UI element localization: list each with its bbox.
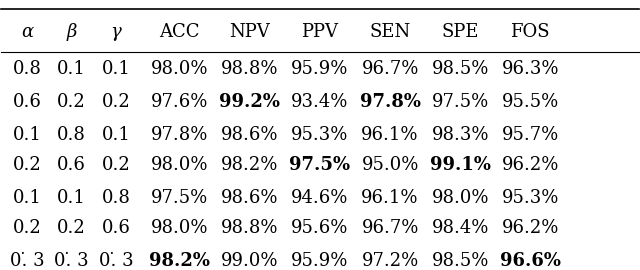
Text: 0.2: 0.2	[102, 93, 131, 111]
Text: 96.2%: 96.2%	[502, 219, 559, 237]
Text: 98.5%: 98.5%	[431, 60, 489, 78]
Text: 97.5%: 97.5%	[431, 93, 489, 111]
Text: 0.6: 0.6	[57, 156, 86, 174]
Text: 96.1%: 96.1%	[362, 189, 419, 207]
Text: 0.1: 0.1	[102, 126, 131, 144]
Text: 95.9%: 95.9%	[291, 60, 349, 78]
Text: 98.0%: 98.0%	[151, 219, 209, 237]
Text: 96.7%: 96.7%	[362, 60, 419, 78]
Text: 94.6%: 94.6%	[291, 189, 349, 207]
Text: 0.̇ 3: 0.̇ 3	[54, 252, 89, 270]
Text: 98.0%: 98.0%	[151, 156, 209, 174]
Text: 98.8%: 98.8%	[221, 219, 278, 237]
Text: 99.2%: 99.2%	[220, 93, 280, 111]
Text: 0.2: 0.2	[13, 156, 41, 174]
Text: 95.3%: 95.3%	[502, 189, 559, 207]
Text: 98.2%: 98.2%	[149, 252, 211, 270]
Text: SEN: SEN	[369, 23, 411, 40]
Text: 98.0%: 98.0%	[151, 60, 209, 78]
Text: 99.1%: 99.1%	[429, 156, 491, 174]
Text: 98.0%: 98.0%	[431, 189, 489, 207]
Text: 96.6%: 96.6%	[500, 252, 561, 270]
Text: 97.5%: 97.5%	[151, 189, 209, 207]
Text: 96.2%: 96.2%	[502, 156, 559, 174]
Text: 97.2%: 97.2%	[362, 252, 419, 270]
Text: 95.0%: 95.0%	[362, 156, 419, 174]
Text: γ: γ	[111, 23, 122, 40]
Text: 97.6%: 97.6%	[151, 93, 209, 111]
Text: 0.1: 0.1	[102, 60, 131, 78]
Text: 98.4%: 98.4%	[431, 219, 489, 237]
Text: 98.8%: 98.8%	[221, 60, 278, 78]
Text: 0.8: 0.8	[12, 60, 42, 78]
Text: 97.5%: 97.5%	[289, 156, 351, 174]
Text: 95.6%: 95.6%	[291, 219, 349, 237]
Text: 0.6: 0.6	[12, 93, 42, 111]
Text: 97.8%: 97.8%	[360, 93, 420, 111]
Text: α: α	[21, 23, 33, 40]
Text: 0.̇ 3: 0.̇ 3	[10, 252, 44, 270]
Text: 0.1: 0.1	[12, 189, 42, 207]
Text: 0.1: 0.1	[12, 126, 42, 144]
Text: 0.2: 0.2	[13, 219, 41, 237]
Text: 96.7%: 96.7%	[362, 219, 419, 237]
Text: 0.2: 0.2	[57, 93, 86, 111]
Text: 99.0%: 99.0%	[221, 252, 278, 270]
Text: 98.5%: 98.5%	[431, 252, 489, 270]
Text: 98.3%: 98.3%	[431, 126, 489, 144]
Text: 0.8: 0.8	[57, 126, 86, 144]
Text: 98.6%: 98.6%	[221, 189, 278, 207]
Text: 95.5%: 95.5%	[502, 93, 559, 111]
Text: 97.8%: 97.8%	[151, 126, 209, 144]
Text: 95.7%: 95.7%	[502, 126, 559, 144]
Text: 0.1: 0.1	[57, 60, 86, 78]
Text: 98.2%: 98.2%	[221, 156, 278, 174]
Text: 0.2: 0.2	[57, 219, 86, 237]
Text: 95.3%: 95.3%	[291, 126, 349, 144]
Text: 96.3%: 96.3%	[502, 60, 559, 78]
Text: SPE: SPE	[442, 23, 479, 40]
Text: 0.6: 0.6	[102, 219, 131, 237]
Text: 98.6%: 98.6%	[221, 126, 278, 144]
Text: ACC: ACC	[159, 23, 200, 40]
Text: FOS: FOS	[511, 23, 550, 40]
Text: 0.̇ 3: 0.̇ 3	[99, 252, 133, 270]
Text: PPV: PPV	[301, 23, 339, 40]
Text: 96.1%: 96.1%	[362, 126, 419, 144]
Text: NPV: NPV	[230, 23, 270, 40]
Text: 95.9%: 95.9%	[291, 252, 349, 270]
Text: 0.2: 0.2	[102, 156, 131, 174]
Text: 0.1: 0.1	[57, 189, 86, 207]
Text: 93.4%: 93.4%	[291, 93, 349, 111]
Text: β: β	[67, 23, 77, 40]
Text: 0.8: 0.8	[102, 189, 131, 207]
